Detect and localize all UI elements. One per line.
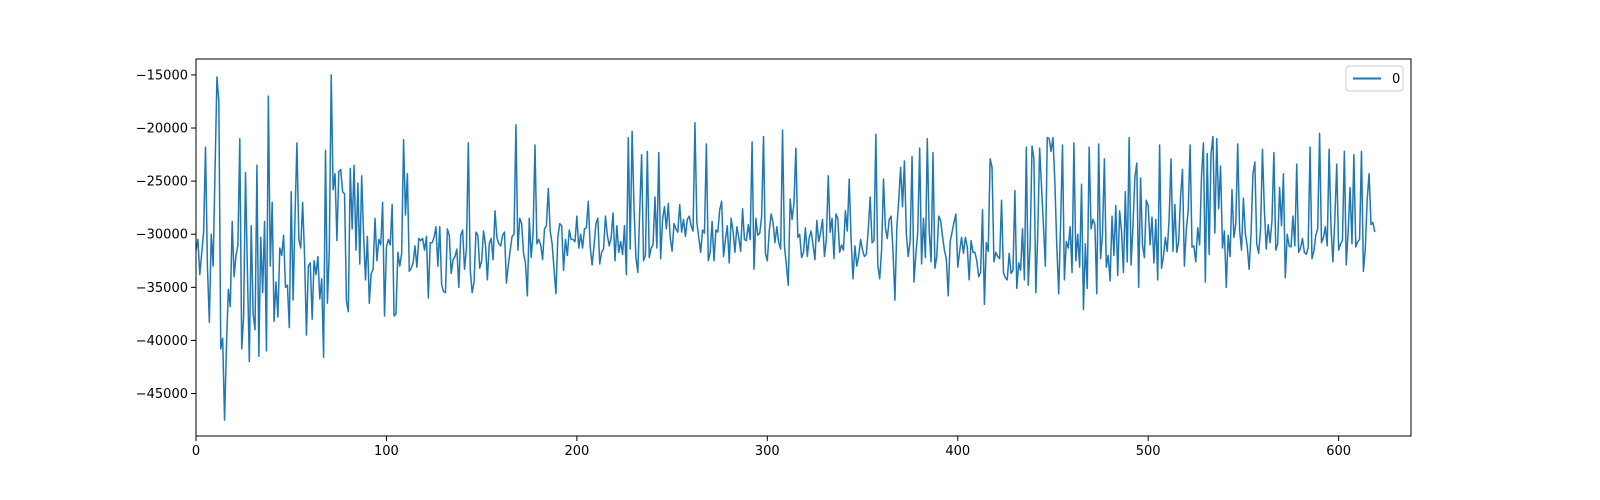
legend: 0 [1345,65,1404,92]
x-tick-label-100: 100 [374,444,399,459]
x-tick-label-400: 400 [945,444,970,459]
y-tick-label-5: −20000 [136,122,188,137]
y-tick-label-0: −45000 [136,387,188,402]
y-tick-label-2: −35000 [136,281,188,296]
plot-frame [195,58,1412,437]
x-tick-label-300: 300 [755,444,780,459]
y-tick-label-1: −40000 [136,334,188,349]
y-tick-label-3: −30000 [136,228,188,243]
y-tick-label-4: −25000 [136,175,188,190]
y-axis: −45000 −40000 −35000 −30000 −25000 −20000 −150… [136,68,196,402]
legend-label-series-0: 0 [1392,72,1400,87]
x-tick-label-600: 600 [1326,444,1351,459]
x-axis: 0 100 200 300 400 500 600 [192,436,1351,459]
x-tick-label-200: 200 [564,444,589,459]
series-layer [195,74,1376,421]
series-line-0 [195,74,1376,421]
x-tick-label-0: 0 [192,444,200,459]
y-tick-label-6: −15000 [136,68,188,83]
x-tick-label-500: 500 [1136,444,1161,459]
